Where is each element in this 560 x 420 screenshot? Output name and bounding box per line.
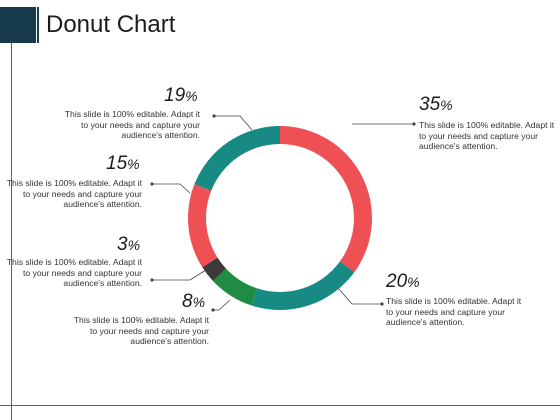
page-title: Donut Chart <box>46 11 176 38</box>
label-8-description: This slide is 100% editable. Adapt it to… <box>73 315 209 347</box>
leader-line-3-percent <box>152 269 207 281</box>
title-color-block <box>0 7 36 43</box>
left-rule <box>11 43 12 420</box>
donut-slice-35-percent <box>280 126 373 273</box>
leader-line-8-percent <box>213 299 231 311</box>
title-accent-bar <box>37 7 39 43</box>
leader-dot-8-percent <box>211 308 215 312</box>
label-35-percent: 35% <box>419 94 453 115</box>
bottom-rule <box>0 405 560 406</box>
leader-dot-20-percent <box>380 302 384 306</box>
donut-slice-8-percent <box>212 268 258 306</box>
donut-slice-3-percent <box>202 257 227 281</box>
leader-dot-19-percent <box>212 114 216 118</box>
leader-line-19-percent <box>214 115 253 131</box>
label-35-description: This slide is 100% editable. Adapt it to… <box>419 120 555 152</box>
label-19-description: This slide is 100% editable. Adapt it to… <box>64 109 200 141</box>
label-20-description: This slide is 100% editable. Adapt it to… <box>386 296 522 328</box>
label-15-description: This slide is 100% editable. Adapt it to… <box>6 178 142 210</box>
leader-dot-15-percent <box>150 182 154 186</box>
label-3-percent: 3% <box>117 234 141 255</box>
leader-line-15-percent <box>152 183 191 194</box>
leader-dot-35-percent <box>412 122 416 126</box>
leader-dot-3-percent <box>150 278 154 282</box>
label-19-percent: 19% <box>164 85 198 106</box>
donut-slice-20-percent <box>251 261 355 310</box>
label-3-description: This slide is 100% editable. Adapt it to… <box>6 257 142 289</box>
donut-slice-15-percent <box>188 184 218 268</box>
label-15-percent: 15% <box>106 153 140 174</box>
label-20-percent: 20% <box>386 271 420 292</box>
label-8-percent: 8% <box>182 291 206 312</box>
leader-line-20-percent <box>337 287 382 305</box>
donut-slice-19-percent <box>194 126 280 191</box>
